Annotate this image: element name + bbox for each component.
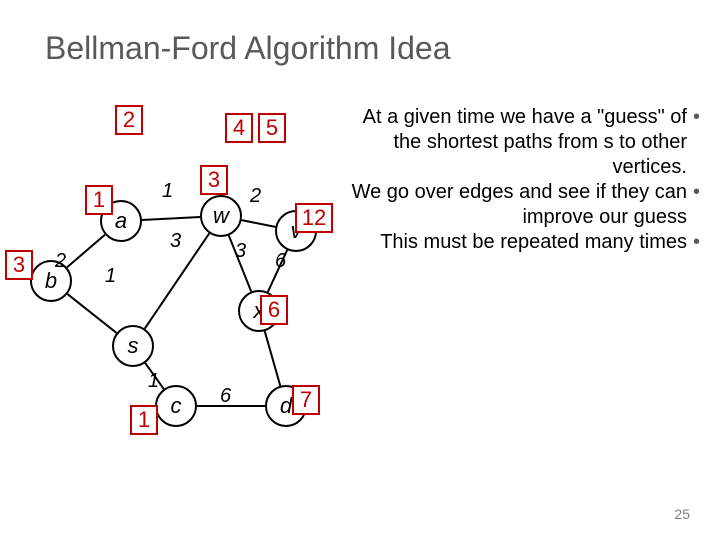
edge-weight-ab_2: 2 [55, 250, 66, 273]
guess-d_7: 7 [292, 385, 320, 415]
bullet-1-text: At a given time we have a "guess" of the… [350, 105, 687, 180]
bullet-2: We go over edges and see if they can imp… [350, 180, 700, 230]
edge-x-d [265, 331, 281, 386]
bullet-3: This must be repeated many times • [350, 230, 700, 255]
guess-w_3: 3 [200, 165, 228, 195]
guess-a_1: 1 [85, 185, 113, 215]
node-c: c [155, 385, 197, 427]
node-s: s [112, 325, 154, 367]
edge-weight-sc_1: 1 [148, 370, 159, 393]
page-title: Bellman-Ford Algorithm Idea [45, 30, 451, 67]
edge-weight-vx_6: 6 [275, 250, 286, 273]
edge-weight-aw_1: 1 [162, 180, 173, 203]
bullet-3-text: This must be repeated many times [380, 230, 687, 255]
edge-weight-bs_1: 1 [105, 265, 116, 288]
edge-w-v [242, 220, 276, 227]
graph-diagram: abscwvxd12131623621334512617 [0, 95, 340, 445]
edge-b-s [67, 294, 116, 333]
edge-a-b [67, 235, 105, 268]
guess-w_4: 4 [225, 113, 253, 143]
bullet-list: At a given time we have a "guess" of the… [350, 105, 700, 255]
guess-x_6: 6 [260, 295, 288, 325]
edge-weight-sw_3: 3 [170, 230, 181, 253]
guess-v_12: 12 [295, 203, 333, 233]
guess-c_1: 1 [130, 405, 158, 435]
bullet-1: At a given time we have a "guess" of the… [350, 105, 700, 180]
node-w: w [200, 195, 242, 237]
edge-weight-wv_2: 2 [250, 185, 261, 208]
bullet-dot-icon: • [693, 105, 700, 130]
bullet-2-text: We go over edges and see if they can imp… [350, 180, 687, 230]
bullet-dot-icon: • [693, 230, 700, 255]
edge-weight-cd_6: 6 [220, 385, 231, 408]
bullet-dot-icon: • [693, 180, 700, 205]
guess-b_3: 3 [5, 250, 33, 280]
guess-w_5: 5 [258, 113, 286, 143]
edge-a-w [142, 217, 200, 220]
page-number: 25 [674, 506, 690, 522]
edge-weight-wx_3: 3 [235, 240, 246, 263]
guess-a_2: 2 [115, 105, 143, 135]
